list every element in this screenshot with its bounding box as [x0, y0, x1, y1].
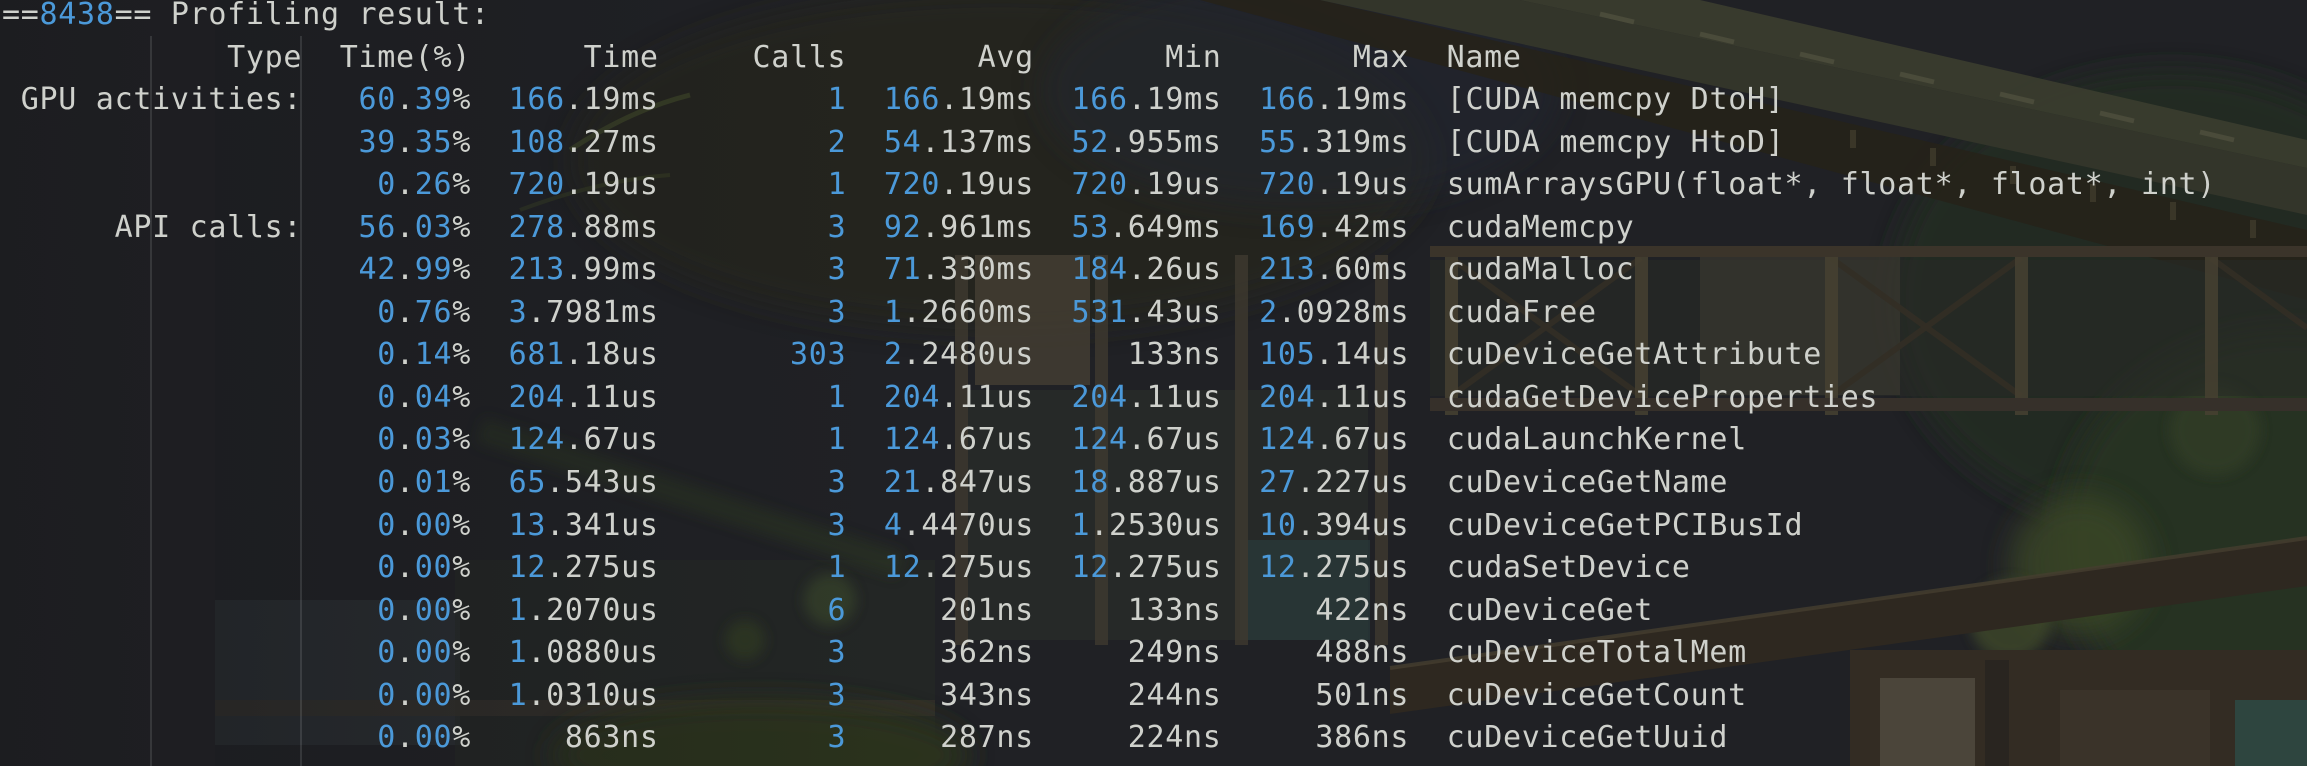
- indent-guide: [300, 36, 302, 766]
- indent-guide: [150, 36, 152, 766]
